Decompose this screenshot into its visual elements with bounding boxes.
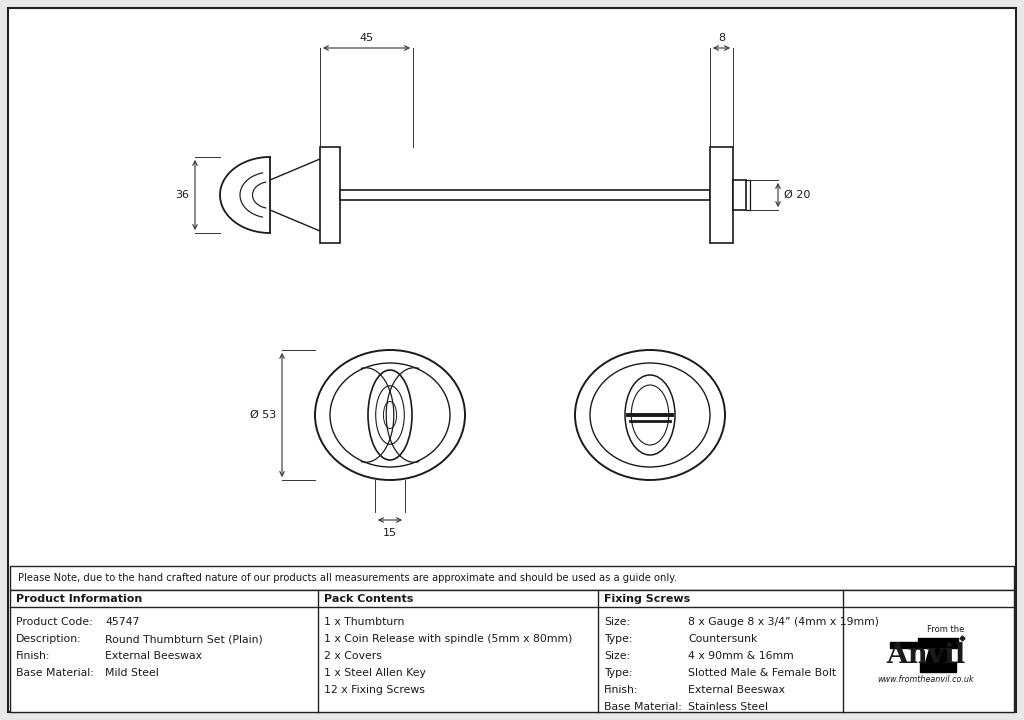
Text: Product Information: Product Information: [16, 593, 142, 603]
Text: Base Material:: Base Material:: [604, 702, 682, 712]
Text: 36: 36: [175, 190, 189, 200]
Text: Pack Contents: Pack Contents: [324, 593, 414, 603]
Polygon shape: [890, 642, 918, 647]
Bar: [319, 147, 340, 243]
Text: Ø 53: Ø 53: [250, 410, 276, 420]
Polygon shape: [926, 647, 950, 662]
Text: 1 x Coin Release with spindle (5mm x 80mm): 1 x Coin Release with spindle (5mm x 80m…: [324, 634, 572, 644]
Text: Type:: Type:: [604, 668, 633, 678]
Text: Product Code:: Product Code:: [16, 617, 93, 627]
Text: From the: From the: [928, 624, 965, 634]
Text: Size:: Size:: [604, 651, 630, 661]
Text: Mild Steel: Mild Steel: [105, 668, 159, 678]
Text: Countersunk: Countersunk: [688, 634, 758, 644]
Text: Anvil: Anvil: [887, 642, 966, 669]
Text: Please Note, due to the hand crafted nature of our products all measurements are: Please Note, due to the hand crafted nat…: [18, 573, 677, 583]
Text: 15: 15: [383, 528, 397, 538]
Text: 1 x Steel Allen Key: 1 x Steel Allen Key: [324, 668, 426, 678]
Text: 45747: 45747: [105, 617, 139, 627]
Text: Ø 20: Ø 20: [784, 190, 810, 200]
Text: 2 x Covers: 2 x Covers: [324, 651, 382, 661]
Text: External Beeswax: External Beeswax: [105, 651, 202, 661]
Text: External Beeswax: External Beeswax: [688, 685, 785, 695]
Text: 45: 45: [359, 33, 374, 43]
Text: Slotted Male & Female Bolt: Slotted Male & Female Bolt: [688, 668, 837, 678]
Text: Base Material:: Base Material:: [16, 668, 94, 678]
Bar: [340, 190, 710, 200]
Text: 12 x Fixing Screws: 12 x Fixing Screws: [324, 685, 425, 695]
Text: 8 x Gauge 8 x 3/4” (4mm x 19mm): 8 x Gauge 8 x 3/4” (4mm x 19mm): [688, 617, 879, 627]
Bar: [710, 147, 733, 243]
Polygon shape: [918, 637, 958, 647]
Text: 8: 8: [718, 33, 725, 43]
Bar: [10, 566, 1014, 590]
Text: Stainless Steel: Stainless Steel: [688, 702, 768, 712]
Text: 4 x 90mm & 16mm: 4 x 90mm & 16mm: [688, 651, 794, 661]
Bar: [10, 590, 1014, 712]
Text: 1 x Thumbturn: 1 x Thumbturn: [324, 617, 404, 627]
Bar: [733, 180, 746, 210]
Text: Type:: Type:: [604, 634, 633, 644]
Polygon shape: [920, 662, 956, 672]
Text: Finish:: Finish:: [16, 651, 50, 661]
Text: Size:: Size:: [604, 617, 630, 627]
Text: www.fromtheanvil.co.uk: www.fromtheanvil.co.uk: [878, 675, 974, 685]
Text: Finish:: Finish:: [604, 685, 639, 695]
Text: Round Thumbturn Set (Plain): Round Thumbturn Set (Plain): [105, 634, 263, 644]
Text: Description:: Description:: [16, 634, 82, 644]
Text: Fixing Screws: Fixing Screws: [604, 593, 690, 603]
